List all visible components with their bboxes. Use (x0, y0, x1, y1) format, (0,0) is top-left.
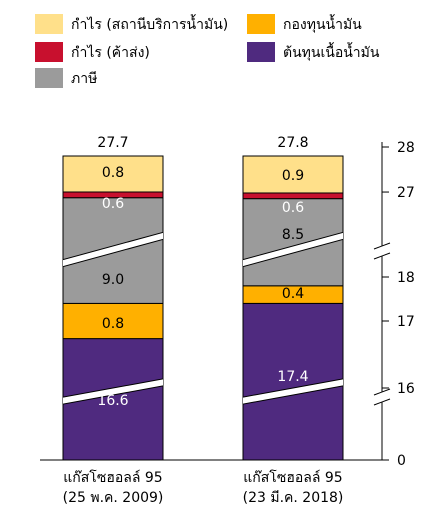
legend-swatch (35, 42, 63, 62)
axis-break-line (373, 242, 391, 250)
legend-label: กองทุนน้ำมัน (283, 14, 362, 33)
break-line (243, 378, 343, 398)
legend-swatch (247, 14, 275, 34)
axis-break-mark (243, 231, 343, 268)
value-label: 0.6 (102, 196, 124, 212)
axis-break-mark (243, 378, 343, 405)
legend-swatch (35, 68, 63, 88)
break-line (63, 385, 163, 405)
value-label: 0.8 (102, 165, 124, 181)
legend-swatch (247, 42, 275, 62)
legend-swatch (35, 14, 63, 34)
total-label: 27.7 (97, 135, 128, 151)
category-label: แก๊สโซฮอลล์ 95 (243, 469, 342, 486)
y-tick-label: 27 (397, 185, 415, 201)
bar-segment (62, 302, 164, 340)
value-label: 0.4 (282, 286, 304, 302)
legend: กำไร (สถานีบริการน้ำมัน) กองทุนน้ำมันกำไร… (35, 14, 380, 88)
value-label: 0.9 (282, 168, 304, 184)
axis-break-line (373, 388, 391, 396)
legend-label: ภาษี (71, 71, 97, 87)
y-tick-label: 0 (397, 453, 406, 469)
break-gap (243, 232, 343, 267)
legend-label: ต้นทุนเนื้อน้ำมัน (283, 42, 380, 61)
axis-break-mark (63, 378, 163, 405)
value-label: 0.6 (282, 200, 304, 216)
legend-label: กำไร (สถานีบริการน้ำมัน) (71, 14, 228, 33)
legend-label: กำไร (ค้าส่ง) (71, 44, 150, 61)
y-tick-label: 28 (397, 140, 415, 156)
value-label: 17.4 (277, 369, 308, 385)
category-sublabel: (25 พ.ค. 2009) (63, 490, 164, 506)
bar-segment (242, 192, 344, 200)
axis-break-line (373, 252, 391, 260)
axis-gap (376, 246, 388, 256)
break-line (63, 231, 163, 261)
break-gap (243, 378, 343, 405)
plot-area: 16.6 0.8 9.0 0.6 0.8 27.7 แก๊สโซฮอลล์ 95 (25 พ.… (62, 135, 344, 506)
break-line (63, 378, 163, 398)
value-label: 0.8 (102, 316, 124, 332)
break-line (243, 385, 343, 405)
axis-gap (376, 392, 388, 402)
value-label: 9.0 (102, 272, 124, 288)
axis-break-mark (63, 231, 163, 268)
break-gap (63, 378, 163, 405)
y-tick-label: 16 (397, 381, 415, 397)
y-tick-label: 18 (397, 270, 415, 286)
bar-segment (242, 155, 344, 194)
y-tick-label: 17 (397, 314, 415, 330)
break-line (243, 231, 343, 261)
value-label: 16.6 (97, 393, 128, 409)
break-line (63, 238, 163, 268)
category-label: แก๊สโซฮอลล์ 95 (63, 469, 162, 486)
category-sublabel: (23 มี.ค. 2018) (243, 490, 344, 506)
value-label: 8.5 (282, 227, 304, 243)
break-line (243, 238, 343, 268)
axis-break-line (373, 398, 391, 406)
y-axis: 28 27 18 17 16 0 (40, 140, 415, 469)
bar-segment (62, 155, 164, 193)
total-label: 27.8 (277, 135, 308, 151)
break-gap (63, 232, 163, 267)
